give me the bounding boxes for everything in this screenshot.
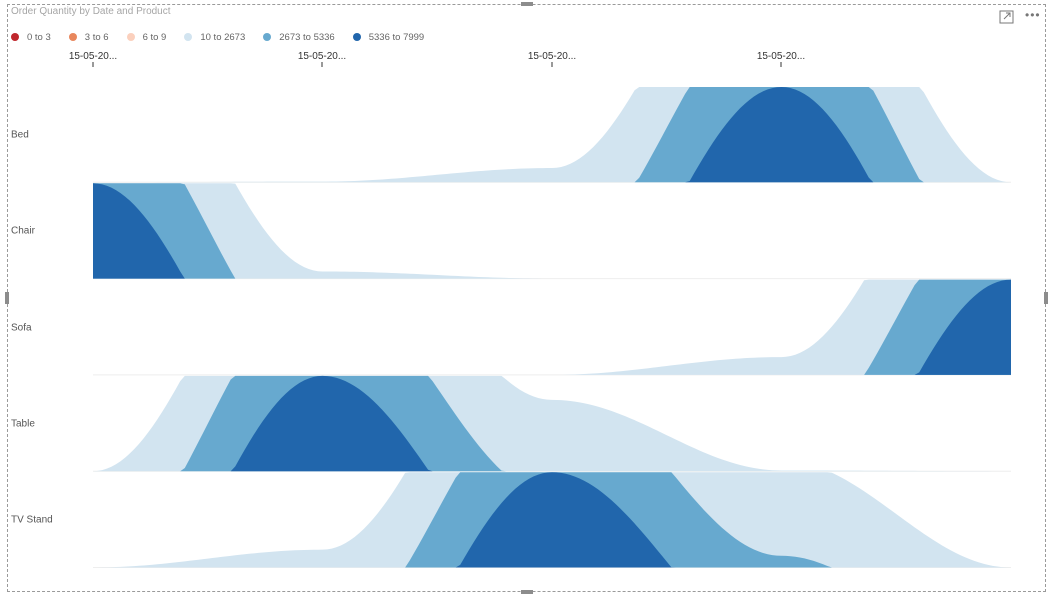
x-tick-label: 15-05-20... [756,51,806,62]
more-options-icon[interactable]: ••• [1025,8,1041,22]
x-tick-label: 15-05-20... [68,51,118,62]
series-area-chair[interactable] [93,183,1011,279]
legend-label: 6 to 9 [142,31,167,43]
resize-handle-bottom[interactable] [521,590,533,594]
x-tick-label: 15-05-20... [527,51,577,62]
series-area-sofa[interactable] [93,279,1011,375]
legend-marker [11,33,19,41]
resize-handle-top[interactable] [521,2,533,6]
series-area-tv-stand[interactable] [93,472,1011,568]
resize-handle-left[interactable] [5,292,9,304]
legend-label: 0 to 3 [27,31,51,43]
legend-label: 2673 to 5336 [279,31,335,43]
series-label: Bed [11,129,29,141]
series-area-bed[interactable] [93,87,1011,183]
legend-marker [263,33,272,41]
legend-marker [184,33,193,41]
series-label: TV Stand [11,514,53,526]
legend-label: 3 to 6 [84,31,109,43]
legend-marker [126,33,135,41]
legend: 0 to 3 3 to 6 6 to 9 10 to 2673 2673 to 5336… [11,30,442,44]
series-label: Sofa [11,322,32,334]
legend-item[interactable]: 3 to 6 [68,31,109,43]
legend-item[interactable]: 5336 to 7999 [352,31,425,43]
series-label: Chair [11,225,35,237]
legend-label: 10 to 2673 [200,31,246,43]
legend-item[interactable]: 6 to 9 [126,31,167,43]
series-label: Table [11,418,35,430]
legend-label: 5336 to 7999 [368,31,425,43]
series-area-table[interactable] [93,375,1011,472]
x-tick-label: 15-05-20... [297,51,347,62]
legend-item[interactable]: 10 to 2673 [184,32,245,43]
focus-mode-icon[interactable] [999,10,1014,24]
legend-item[interactable]: 0 to 3 [11,32,51,43]
chart-title: Order Quantity by Date and Product [11,6,171,17]
legend-item[interactable]: 2673 to 5336 [263,31,335,43]
resize-handle-right[interactable] [1044,292,1048,304]
legend-marker [68,33,77,41]
legend-marker [352,33,361,41]
series-area-chair[interactable] [93,183,1011,279]
series-area-bed[interactable] [93,87,1011,183]
